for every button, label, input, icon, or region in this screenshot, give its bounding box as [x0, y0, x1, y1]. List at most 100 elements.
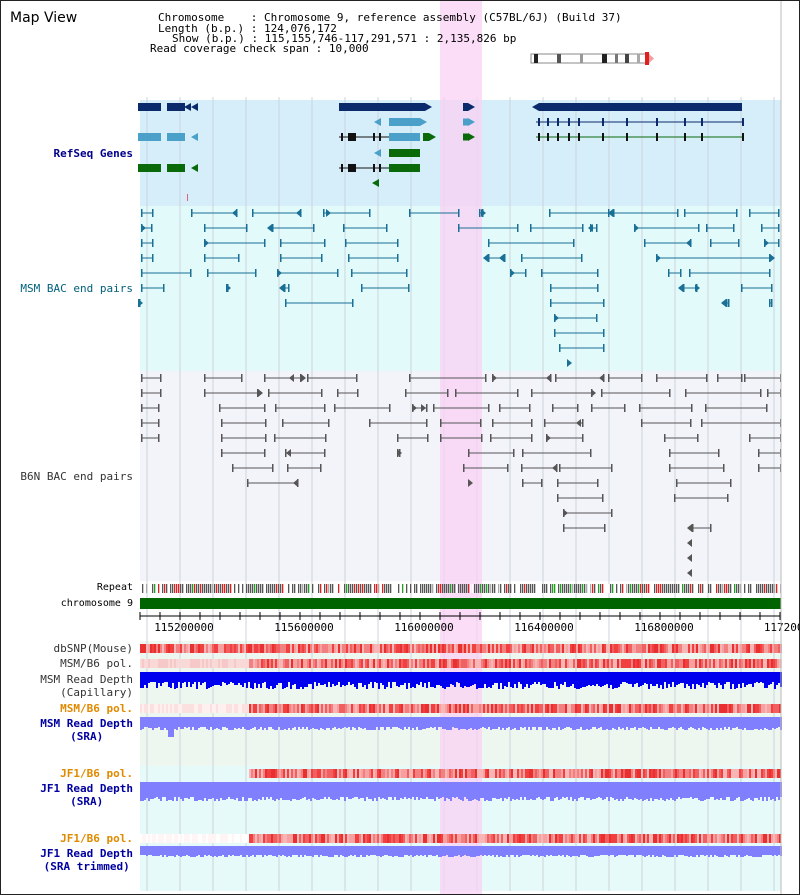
track-label-jf1-b6-pol-2[interactable]: JF1/B6 pol. — [60, 832, 133, 845]
msm-depth-sra-bar — [416, 717, 418, 727]
jf1-pol2-cell — [635, 834, 637, 843]
track-label-msm-depth-sra[interactable]: MSM Read Depth (SRA) — [40, 717, 133, 743]
track-label-dbsnp[interactable]: dbSNP(Mouse) — [53, 642, 133, 655]
msm-depth-cap-bar — [152, 672, 154, 682]
jf1-pol2-cell — [277, 834, 279, 843]
jf1-depth-sra-bar — [430, 782, 432, 799]
msm-pol2-cell — [745, 704, 747, 713]
jf1-depth-trim-bar — [650, 846, 652, 857]
msm-pol-cell — [411, 659, 413, 668]
msm-depth-cap-bar — [488, 672, 490, 687]
msm-pol-cell — [665, 659, 667, 668]
b6n-bac-pair-end — [463, 464, 465, 472]
msm-pol-cell — [453, 659, 455, 668]
msm-depth-sra-bar — [352, 717, 354, 727]
track-label-b6n-bac[interactable]: B6N BAC end pairs — [20, 470, 133, 483]
jf1-pol2-cell — [445, 834, 447, 843]
jf1-pol2-cell — [361, 834, 363, 843]
track-label-msm-bac[interactable]: MSM BAC end pairs — [20, 282, 133, 295]
track-label-jf1-b6-pol[interactable]: JF1/B6 pol. — [60, 767, 133, 780]
msm-pol-cell — [299, 659, 301, 668]
msm-depth-cap-bar — [238, 672, 240, 683]
repeat-feature — [710, 584, 712, 593]
msm-depth-cap-bar — [614, 672, 616, 688]
track-label-msm-b6-pol-2[interactable]: MSM/B6 pol. — [60, 702, 133, 715]
jf1-depth-sra-bar — [310, 782, 312, 801]
jf1-depth-trim-bar — [704, 846, 706, 856]
msm-depth-cap-bar — [468, 672, 470, 687]
jf1-pol2-cell — [755, 834, 757, 843]
jf1-pol2-cell — [321, 834, 323, 843]
repeat-feature — [640, 584, 642, 593]
dbsnp-cell — [732, 644, 734, 653]
dbsnp-cell — [344, 644, 346, 653]
jf1-pol-cell — [267, 769, 269, 778]
msm-pol-cell — [281, 659, 283, 668]
jf1-pol-cell — [589, 769, 591, 778]
jf1-pol-cell — [695, 769, 697, 778]
track-label-msm-depth-cap[interactable]: MSM Read Depth (Capillary) — [40, 673, 133, 699]
jf1-pol-cell — [431, 769, 433, 778]
repeat-feature — [468, 584, 470, 593]
repeat-feature — [604, 584, 606, 593]
dbsnp-cell — [166, 644, 168, 653]
msm-pol-cell — [289, 659, 291, 668]
jf1-pol2-cell — [479, 834, 481, 843]
jf1-pol2-cell — [289, 834, 291, 843]
jf1-pol-cell — [765, 769, 767, 778]
jf1-pol2-cell — [341, 834, 343, 843]
dbsnp-cell — [744, 644, 746, 653]
track-label-jf1-depth-sra[interactable]: JF1 Read Depth (SRA) — [40, 782, 133, 808]
msm-depth-cap-bar — [712, 672, 714, 683]
jf1-pol2-cell — [697, 834, 699, 843]
repeat-feature — [418, 584, 420, 593]
jf1-depth-trim-bar — [558, 846, 560, 855]
dbsnp-cell — [700, 644, 702, 653]
jf1-pol2-cell — [653, 834, 655, 843]
dbsnp-cell — [170, 644, 172, 653]
jf1-depth-sra-bar — [484, 782, 486, 801]
msm-pol2-cell — [607, 704, 609, 713]
msm-depth-cap-bar — [424, 672, 426, 683]
dbsnp-cell — [154, 644, 156, 653]
jf1-depth-trim-bar — [448, 846, 450, 857]
jf1-depth-trim-bar — [540, 846, 542, 856]
msm-pol-cell — [731, 659, 733, 668]
jf1-pol2-cell — [605, 834, 607, 843]
dbsnp-cell — [484, 644, 486, 653]
jf1-pol2-cell — [743, 834, 745, 843]
msm-pol-cell — [717, 659, 719, 668]
gene-exon — [379, 164, 381, 172]
msm-depth-sra-bar — [432, 717, 434, 728]
msm-pol-cell — [180, 659, 182, 668]
msm-pol2-cell — [641, 704, 643, 713]
jf1-pol-cell — [661, 769, 663, 778]
msm-pol2-cell — [461, 704, 463, 713]
repeat-feature — [218, 584, 220, 593]
msm-pol-cell — [761, 659, 763, 668]
msm-pol-cell — [439, 659, 441, 668]
msm-pol2-cell — [329, 704, 331, 713]
msm-pol-cell — [249, 659, 251, 668]
msm-depth-sra-bar — [726, 717, 728, 729]
msm-depth-sra-bar — [400, 717, 402, 729]
track-label-msm-b6-pol[interactable]: MSM/B6 pol. — [60, 657, 133, 670]
dbsnp-cell — [496, 644, 498, 653]
jf1-depth-sra-bar — [248, 782, 250, 798]
dbsnp-cell — [228, 644, 230, 653]
b6n-bac-pair-end — [517, 389, 519, 397]
jf1-depth-trim-bar — [408, 846, 410, 856]
msm-pol2-cell — [357, 704, 359, 713]
dbsnp-cell — [444, 644, 446, 653]
jf1-depth-trim-bar — [576, 846, 578, 856]
track-label-refseq[interactable]: RefSeq Genes — [53, 147, 133, 160]
msm-pol-cell — [190, 659, 192, 668]
track-label-jf1-depth-trim[interactable]: JF1 Read Depth (SRA trimmed) — [40, 847, 133, 873]
msm-pol2-cell — [263, 704, 265, 713]
b6n-bac-pair-end — [710, 524, 712, 532]
jf1-depth-sra-bar — [542, 782, 544, 800]
msm-bac-pair-end — [728, 299, 730, 307]
jf1-pol-cell — [535, 769, 537, 778]
jf1-pol-cell — [635, 769, 637, 778]
